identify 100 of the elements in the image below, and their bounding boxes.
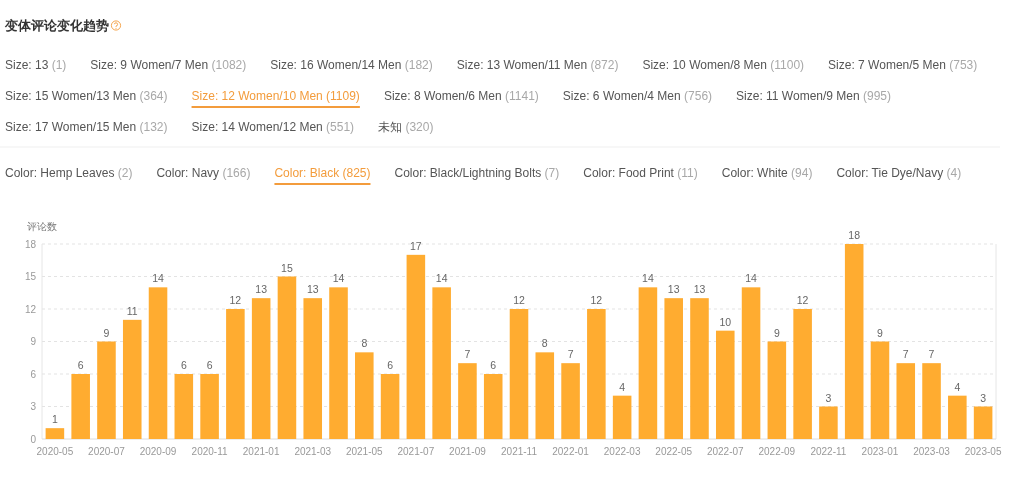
data-label: 18	[848, 229, 861, 241]
text: Color: Food Print (11)	[583, 166, 698, 180]
data-label: 3	[825, 391, 832, 404]
data-label: 10	[719, 315, 732, 328]
data-label: 3	[980, 391, 987, 404]
data-label: 7	[567, 348, 574, 361]
text: Color: Tie Dye/Navy (4)	[836, 166, 962, 180]
bar	[251, 298, 271, 439]
bar	[973, 406, 993, 439]
bar	[329, 287, 348, 439]
bar	[45, 428, 65, 439]
x-tick-label: 2023-05	[964, 446, 1002, 457]
data-label: 14	[435, 272, 448, 285]
bar	[97, 341, 116, 439]
data-label: 8	[541, 337, 548, 350]
text: 变体评论变化趋势	[4, 18, 109, 33]
data-label: 6	[180, 359, 187, 371]
data-label: 17	[410, 239, 422, 252]
text: Size: 17 Women/15 Men (132)	[5, 120, 168, 134]
bar	[741, 287, 761, 439]
bar	[200, 374, 219, 439]
x-tick-label: 2022-05	[655, 446, 693, 457]
x-tick-label: 2020-07	[88, 446, 126, 457]
x-tick-label: 2022-11	[810, 446, 847, 457]
x-tick-label: 2020-11	[191, 446, 229, 457]
x-tick-label: 2020-09	[139, 446, 177, 457]
text: Size: 13 Women/11 Men (872)	[456, 58, 619, 72]
bar	[122, 319, 142, 439]
y-tick-label: 6	[30, 368, 37, 380]
text: Size: 8 Women/6 Men (1141)	[383, 89, 539, 103]
x-tick-label: 2021-05	[345, 446, 384, 457]
bar	[638, 287, 658, 439]
x-tick-label: 2021-03	[294, 446, 332, 457]
text: Color: Hemp Leaves (2)	[5, 166, 133, 180]
data-label: 4	[619, 380, 626, 393]
data-label: 8	[361, 337, 368, 350]
bar	[870, 341, 890, 439]
bar	[277, 276, 297, 439]
y-tick-label: 18	[24, 238, 37, 250]
text: Size: 14 Women/12 Men (551)	[191, 120, 355, 134]
x-tick-label: 2022-03	[603, 446, 641, 457]
bar	[793, 309, 812, 439]
y-tick-label: 0	[30, 433, 37, 445]
bar	[458, 363, 477, 439]
data-label: 4	[954, 380, 961, 393]
text: Color: Black (825)	[274, 166, 371, 180]
data-label: 14	[642, 272, 654, 285]
bar	[612, 395, 632, 439]
data-label: 9	[103, 326, 110, 339]
bar	[948, 395, 967, 439]
data-label: 6	[77, 359, 84, 371]
data-label: 6	[490, 359, 497, 371]
text: Size: 6 Women/4 Men (756)	[562, 89, 713, 103]
x-tick-label: 2021-11	[501, 446, 538, 457]
y-tick-label: 15	[24, 271, 37, 282]
data-label: 14	[332, 272, 345, 285]
bar	[303, 298, 323, 439]
data-label: 13	[255, 283, 268, 296]
x-tick-label: 2021-09	[449, 446, 487, 457]
bar	[715, 330, 735, 439]
data-label: 7	[902, 348, 909, 361]
data-label: 7	[464, 348, 471, 361]
data-label: 13	[693, 283, 706, 296]
bar	[535, 352, 555, 439]
data-label: 11	[126, 304, 138, 317]
y-tick-label: 9	[30, 336, 37, 347]
data-label: 12	[590, 294, 603, 306]
x-tick-label: 2021-07	[397, 446, 435, 457]
data-label: 9	[773, 326, 780, 339]
bar	[71, 374, 90, 439]
data-label: 1	[51, 413, 58, 426]
bar	[148, 287, 168, 439]
x-tick-label: 2022-01	[552, 446, 590, 457]
x-tick-label: 2022-07	[706, 446, 745, 457]
bar	[561, 363, 580, 439]
y-axis-title: 评论数	[27, 221, 57, 232]
data-label: 6	[206, 359, 213, 371]
bar	[355, 352, 374, 439]
text: Color: White (94)	[721, 166, 813, 180]
text: Color: Navy (166)	[156, 166, 251, 180]
text: Size: 12 Women/10 Men (1109)	[191, 89, 360, 103]
bar	[509, 309, 529, 439]
text: Size: 13 (1)	[5, 58, 67, 72]
bar	[226, 309, 245, 439]
data-label: 15	[281, 261, 293, 274]
data-label: 14	[152, 272, 165, 285]
data-label: 7	[928, 348, 935, 361]
data-label: 13	[306, 283, 319, 296]
data-label: 6	[387, 359, 394, 371]
bar	[896, 363, 916, 439]
x-tick-label: 2022-09	[758, 446, 796, 457]
y-tick-label: 12	[24, 303, 37, 315]
bar	[483, 374, 503, 439]
text: Size: 15 Women/13 Men (364)	[5, 89, 168, 103]
x-tick-label: 2020-05	[36, 446, 74, 457]
text: 未知 (320)	[378, 120, 434, 134]
bar	[174, 374, 194, 439]
data-label: 12	[229, 294, 242, 306]
bar	[844, 244, 864, 439]
bar	[690, 298, 709, 439]
